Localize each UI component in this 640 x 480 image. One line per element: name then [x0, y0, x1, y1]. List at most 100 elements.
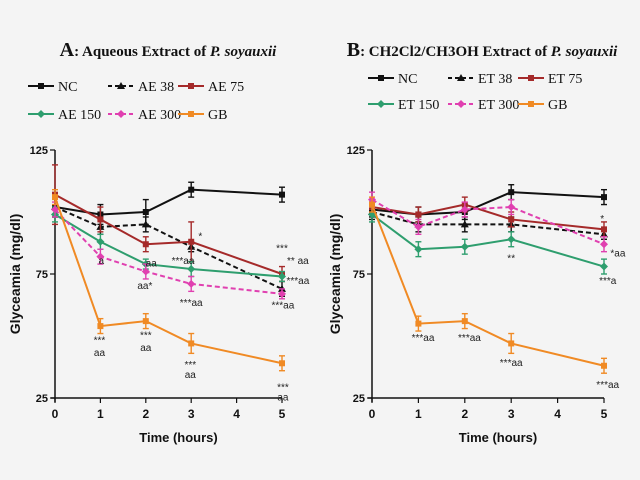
data-point [415, 211, 422, 218]
x-tick-label: 5 [601, 407, 608, 421]
x-tick-label: 1 [415, 407, 422, 421]
data-point [278, 289, 286, 298]
legend-item: AE 75 [178, 80, 244, 95]
x-tick-label: 3 [188, 407, 195, 421]
y-tick-label: 125 [347, 145, 365, 157]
data-point [508, 216, 515, 223]
data-point [460, 205, 469, 214]
legend-marker [188, 83, 194, 89]
panel-a: A: Aqueous Extract of P. soyauxii NC AE 38… [7, 39, 310, 445]
series [52, 188, 285, 372]
significance-label: *** [140, 330, 152, 341]
y-tick-label: 25 [353, 393, 365, 405]
legend-marker [38, 83, 44, 89]
legend-item: AE 150 [28, 108, 101, 123]
significance-label: ** aa [287, 256, 309, 267]
significance-label: ***aa [180, 298, 203, 309]
significance-label: * [600, 214, 604, 225]
data-point [51, 205, 59, 214]
series [52, 181, 285, 226]
significance-label: ***aa [596, 380, 619, 391]
legend-label: ET 38 [478, 72, 512, 87]
series-line [371, 203, 605, 231]
panel-title-species: P. soyauxii [210, 44, 277, 60]
legend-item: ET 150 [368, 98, 439, 113]
legend-item: GB [178, 108, 227, 123]
data-point [600, 240, 608, 249]
significance-label: ***aa [500, 358, 523, 369]
legend-marker [117, 82, 125, 89]
data-point [52, 194, 58, 201]
panel-letter: B [347, 39, 360, 61]
data-point [97, 323, 104, 330]
legend-label: AE 150 [58, 108, 101, 123]
data-point [601, 362, 607, 369]
y-axis-label: Glyceamia (mg/dl) [7, 214, 23, 335]
data-point [96, 237, 105, 246]
data-point [142, 318, 149, 325]
y-axis-label: Glyceamia (mg/dl) [327, 214, 343, 335]
data-point [188, 340, 195, 347]
significance-label: ***a [599, 276, 617, 287]
significance-label: ***aa [458, 333, 481, 344]
data-point [188, 186, 195, 193]
x-tick-label: 4 [554, 407, 561, 421]
legend-item: ET 75 [518, 72, 582, 87]
panel-letter: A [60, 39, 75, 61]
significance-label: aa [146, 259, 158, 270]
series [51, 206, 286, 283]
legend-marker [37, 110, 45, 118]
series-line [371, 198, 605, 246]
series [52, 164, 285, 283]
data-point [600, 262, 608, 271]
data-point [142, 241, 149, 248]
x-axis-label: Time (hours) [139, 430, 218, 445]
legend-label: GB [548, 98, 567, 113]
data-point [141, 220, 150, 228]
data-point [508, 340, 515, 347]
data-point [187, 265, 196, 274]
y-tick-label: 25 [36, 393, 48, 405]
data-point [508, 189, 515, 196]
data-point [188, 238, 195, 245]
series-line [54, 208, 283, 295]
significance-label: aa* [137, 281, 152, 292]
significance-label: ***aa [286, 276, 309, 287]
legend-item: AE 38 [108, 80, 174, 95]
legend-item: NC [368, 72, 417, 87]
data-point [142, 209, 149, 215]
legend-item: ET 38 [448, 72, 512, 87]
significance-label: ** [507, 254, 515, 265]
x-tick-label: 0 [52, 407, 59, 421]
significance-label: *** [94, 335, 106, 346]
significance-label: *** [184, 360, 196, 371]
panel-title: B: CH2Cl2/CH3OH Extract of P. soyauxii [347, 39, 618, 61]
legend-marker [378, 75, 384, 81]
x-axis-label: Time (hours) [459, 430, 538, 445]
series-line [54, 206, 283, 290]
data-point [601, 226, 607, 233]
series [368, 206, 608, 275]
series [369, 196, 607, 374]
legend-item: ET 300 [448, 98, 519, 113]
data-point [460, 220, 469, 228]
significance-label: ***aa [412, 333, 435, 344]
x-tick-label: 5 [279, 407, 286, 421]
significance-label: a [99, 256, 105, 267]
significance-label: aa [277, 392, 289, 403]
significance-label: aa [185, 370, 197, 381]
x-tick-label: 3 [508, 407, 515, 421]
legend-label: NC [398, 72, 417, 87]
legend-marker [188, 111, 194, 117]
panel-b: B: CH2Cl2/CH3OH Extract of P. soyauxii NC… [327, 39, 626, 445]
data-point [507, 203, 516, 212]
significance-label: ***aa [272, 301, 295, 312]
data-point [415, 320, 422, 327]
data-point [96, 252, 105, 261]
x-tick-label: 2 [461, 407, 468, 421]
x-tick-label: 2 [142, 407, 149, 421]
data-point [279, 191, 285, 198]
series [369, 184, 607, 223]
legend-marker [457, 74, 465, 81]
